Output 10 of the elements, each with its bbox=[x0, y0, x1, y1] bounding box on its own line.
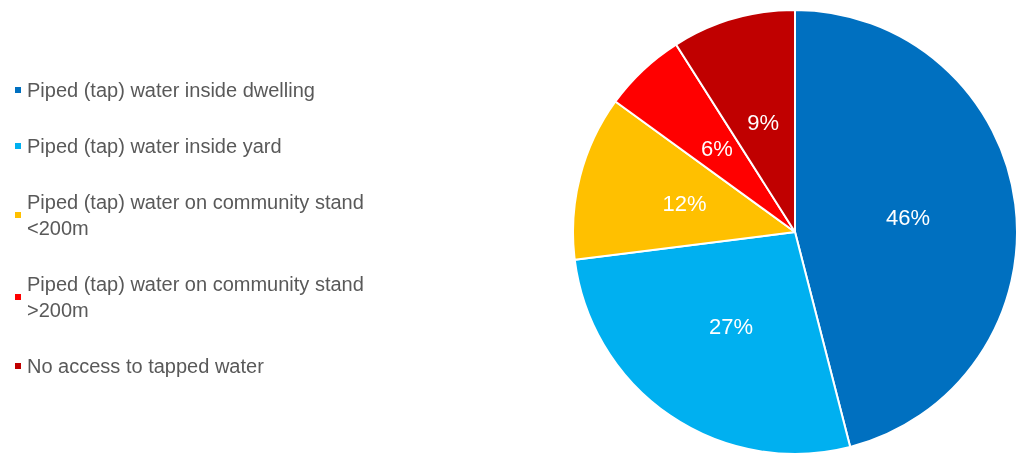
data-label: 9% bbox=[747, 110, 780, 136]
data-label: 6% bbox=[701, 136, 733, 162]
legend-label: Piped (tap) water on community stand <200m bbox=[27, 191, 370, 239]
legend-label: Piped (tap) water inside yard bbox=[27, 135, 282, 157]
data-label: 46% bbox=[886, 205, 931, 231]
legend-label: No access to tapped water bbox=[27, 355, 265, 377]
legend-label: Piped (tap) water on community stand >200m bbox=[27, 273, 370, 321]
data-label: 27% bbox=[708, 313, 753, 339]
legend-label: Piped (tap) water inside dwelling bbox=[27, 79, 315, 101]
data-label: 12% bbox=[662, 191, 707, 217]
